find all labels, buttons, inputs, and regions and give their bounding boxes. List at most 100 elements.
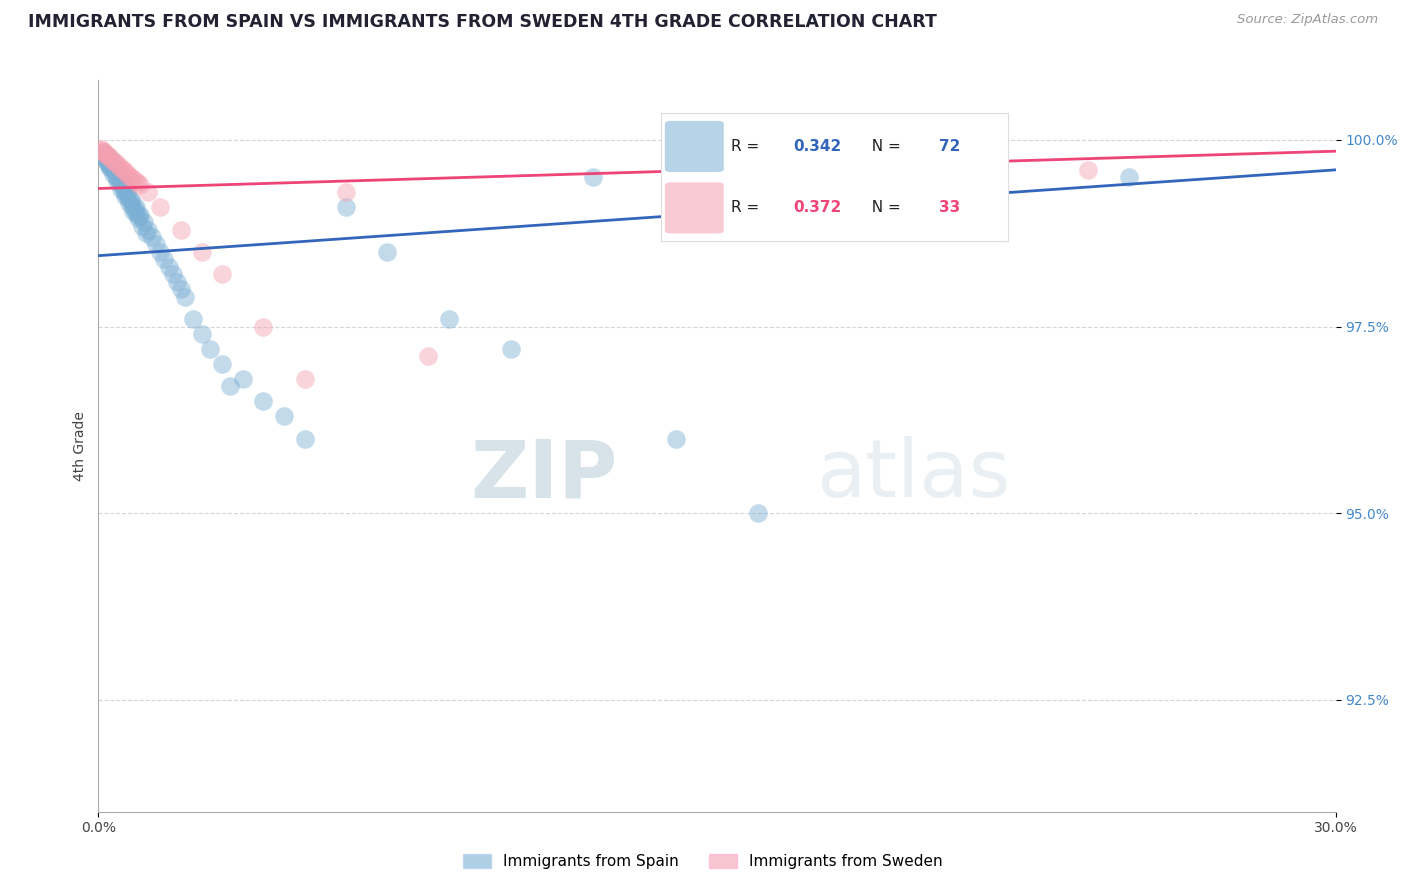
Point <box>170 222 193 236</box>
Point <box>115 186 138 201</box>
Text: IMMIGRANTS FROM SPAIN VS IMMIGRANTS FROM SWEDEN 4TH GRADE CORRELATION CHART: IMMIGRANTS FROM SPAIN VS IMMIGRANTS FROM… <box>28 13 936 31</box>
Point <box>108 176 131 190</box>
Point <box>181 312 204 326</box>
Point <box>1077 162 1099 177</box>
Point <box>114 164 136 178</box>
Point <box>145 237 167 252</box>
Point <box>747 506 769 520</box>
Point <box>141 230 163 244</box>
Point <box>112 184 135 198</box>
Point <box>128 208 150 222</box>
Point <box>118 196 141 211</box>
Point <box>100 161 122 176</box>
Point <box>120 194 142 209</box>
Point <box>104 169 127 183</box>
Point <box>96 148 118 162</box>
Point <box>232 372 254 386</box>
Point <box>96 153 118 168</box>
Point <box>136 186 159 200</box>
Point <box>117 191 139 205</box>
Point <box>110 181 132 195</box>
Point <box>294 432 316 446</box>
Text: Source: ZipAtlas.com: Source: ZipAtlas.com <box>1237 13 1378 27</box>
Point <box>110 161 132 176</box>
Point <box>100 152 122 166</box>
Point <box>117 186 139 200</box>
Point <box>127 176 149 190</box>
Point <box>418 350 440 364</box>
Point <box>101 167 124 181</box>
Point <box>117 167 139 181</box>
Point <box>122 203 145 218</box>
Point <box>112 178 135 192</box>
Point <box>94 149 117 163</box>
Point <box>108 159 131 173</box>
Point <box>136 222 159 236</box>
Text: atlas: atlas <box>815 436 1011 515</box>
Point <box>112 162 135 177</box>
Point <box>174 290 197 304</box>
Point <box>94 148 117 162</box>
Point <box>166 275 188 289</box>
Point <box>121 199 143 213</box>
Point <box>132 215 155 229</box>
Point <box>103 164 125 178</box>
Point <box>162 268 184 282</box>
Point <box>89 142 111 156</box>
Point <box>211 268 233 282</box>
Point <box>170 282 193 296</box>
Point <box>98 158 121 172</box>
Point <box>111 179 134 194</box>
Point <box>190 244 212 259</box>
Point <box>118 169 141 183</box>
Point <box>128 178 150 192</box>
Point <box>100 161 122 176</box>
Point <box>149 244 172 259</box>
Point <box>101 153 124 168</box>
Point <box>93 146 115 161</box>
Point <box>125 206 148 220</box>
Point <box>124 202 146 216</box>
Point <box>335 186 357 200</box>
Point <box>198 342 221 356</box>
Point <box>128 209 150 223</box>
Point <box>335 200 357 214</box>
Text: ZIP: ZIP <box>471 436 619 515</box>
Point <box>294 372 316 386</box>
Point <box>375 244 398 259</box>
Point <box>273 409 295 424</box>
Point <box>1118 170 1140 185</box>
Point <box>98 157 121 171</box>
Point <box>105 174 128 188</box>
Point <box>190 326 212 341</box>
Point <box>219 379 242 393</box>
Point <box>97 155 120 169</box>
Point <box>157 260 180 274</box>
Point <box>122 171 145 186</box>
Legend: Immigrants from Spain, Immigrants from Sweden: Immigrants from Spain, Immigrants from S… <box>457 848 949 875</box>
Point <box>127 211 149 226</box>
Point <box>149 200 172 214</box>
Point <box>114 189 136 203</box>
Point <box>96 153 118 167</box>
Point <box>90 144 112 158</box>
Point <box>252 394 274 409</box>
Point <box>93 146 115 161</box>
Point <box>107 171 129 186</box>
Point <box>105 157 128 171</box>
Point <box>104 162 127 177</box>
Point <box>100 152 122 166</box>
Point <box>665 432 688 446</box>
Point <box>211 357 233 371</box>
Point <box>120 170 142 185</box>
Point <box>582 170 605 185</box>
Point <box>499 342 522 356</box>
Point <box>124 174 146 188</box>
Point <box>97 159 120 173</box>
Y-axis label: 4th Grade: 4th Grade <box>73 411 87 481</box>
Point <box>91 144 114 158</box>
Point <box>96 155 118 169</box>
Point <box>124 200 146 214</box>
Point <box>131 219 153 233</box>
Point <box>93 145 115 159</box>
